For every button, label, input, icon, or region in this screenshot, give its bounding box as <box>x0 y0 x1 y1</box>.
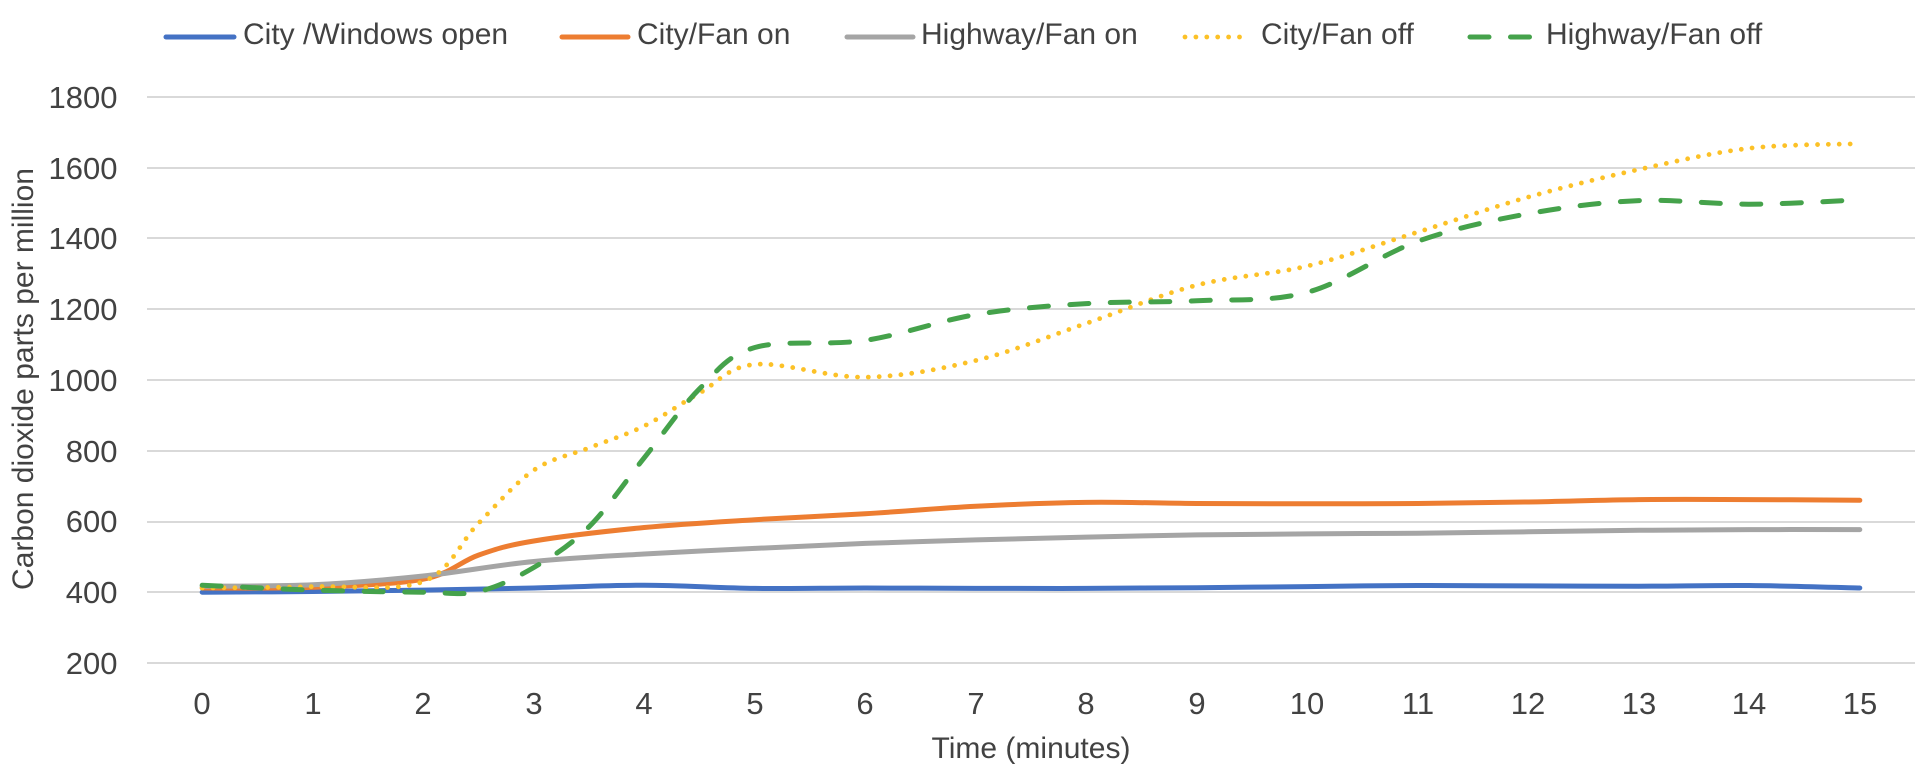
svg-text:Highway/Fan off: Highway/Fan off <box>1546 18 1763 51</box>
svg-text:10: 10 <box>1290 686 1324 721</box>
svg-text:Carbon dioxide parts per milli: Carbon dioxide parts per million <box>7 168 40 590</box>
svg-text:11: 11 <box>1402 686 1434 721</box>
svg-text:1000: 1000 <box>49 363 118 398</box>
svg-text:8: 8 <box>1077 686 1094 721</box>
svg-text:0: 0 <box>193 686 210 721</box>
svg-text:15: 15 <box>1843 686 1877 721</box>
svg-text:3: 3 <box>525 686 542 721</box>
svg-text:1: 1 <box>304 686 321 721</box>
svg-text:400: 400 <box>66 575 118 610</box>
svg-text:Highway/Fan on: Highway/Fan on <box>921 18 1138 51</box>
svg-text:Time (minutes): Time (minutes) <box>932 732 1131 765</box>
svg-text:4: 4 <box>635 686 652 721</box>
svg-text:1600: 1600 <box>49 151 118 186</box>
svg-text:13: 13 <box>1622 686 1656 721</box>
svg-text:1400: 1400 <box>49 221 118 256</box>
svg-text:800: 800 <box>66 434 118 469</box>
svg-text:7: 7 <box>967 686 984 721</box>
svg-text:City /Windows open: City /Windows open <box>243 18 508 51</box>
svg-text:12: 12 <box>1511 686 1545 721</box>
svg-text:2: 2 <box>414 686 431 721</box>
svg-text:5: 5 <box>746 686 763 721</box>
svg-text:City/Fan on: City/Fan on <box>637 18 790 51</box>
svg-text:600: 600 <box>66 504 118 539</box>
svg-text:6: 6 <box>856 686 873 721</box>
svg-text:14: 14 <box>1732 686 1766 721</box>
svg-text:200: 200 <box>66 646 118 681</box>
svg-text:1200: 1200 <box>49 292 118 327</box>
svg-text:1800: 1800 <box>49 80 118 115</box>
svg-text:9: 9 <box>1188 686 1205 721</box>
svg-text:City/Fan off: City/Fan off <box>1261 18 1415 51</box>
